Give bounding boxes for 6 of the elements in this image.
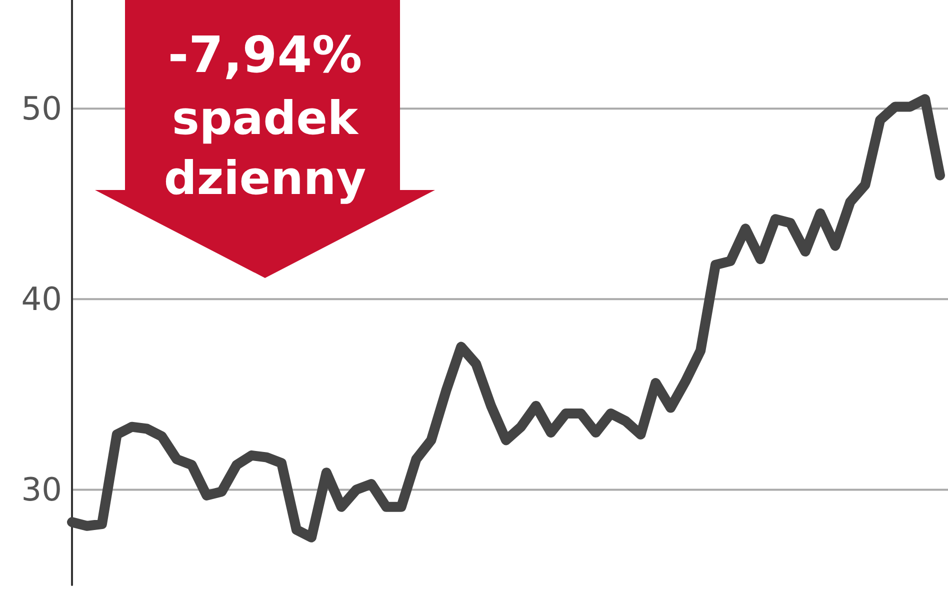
annotation: dzienny: [162, 151, 368, 205]
annotation: spadek: [170, 91, 360, 145]
y-tick-label: 50: [21, 90, 62, 128]
y-tick-label: 40: [21, 280, 62, 318]
y-tick-label: 30: [21, 470, 62, 509]
annotation: -7,94%: [166, 26, 364, 84]
